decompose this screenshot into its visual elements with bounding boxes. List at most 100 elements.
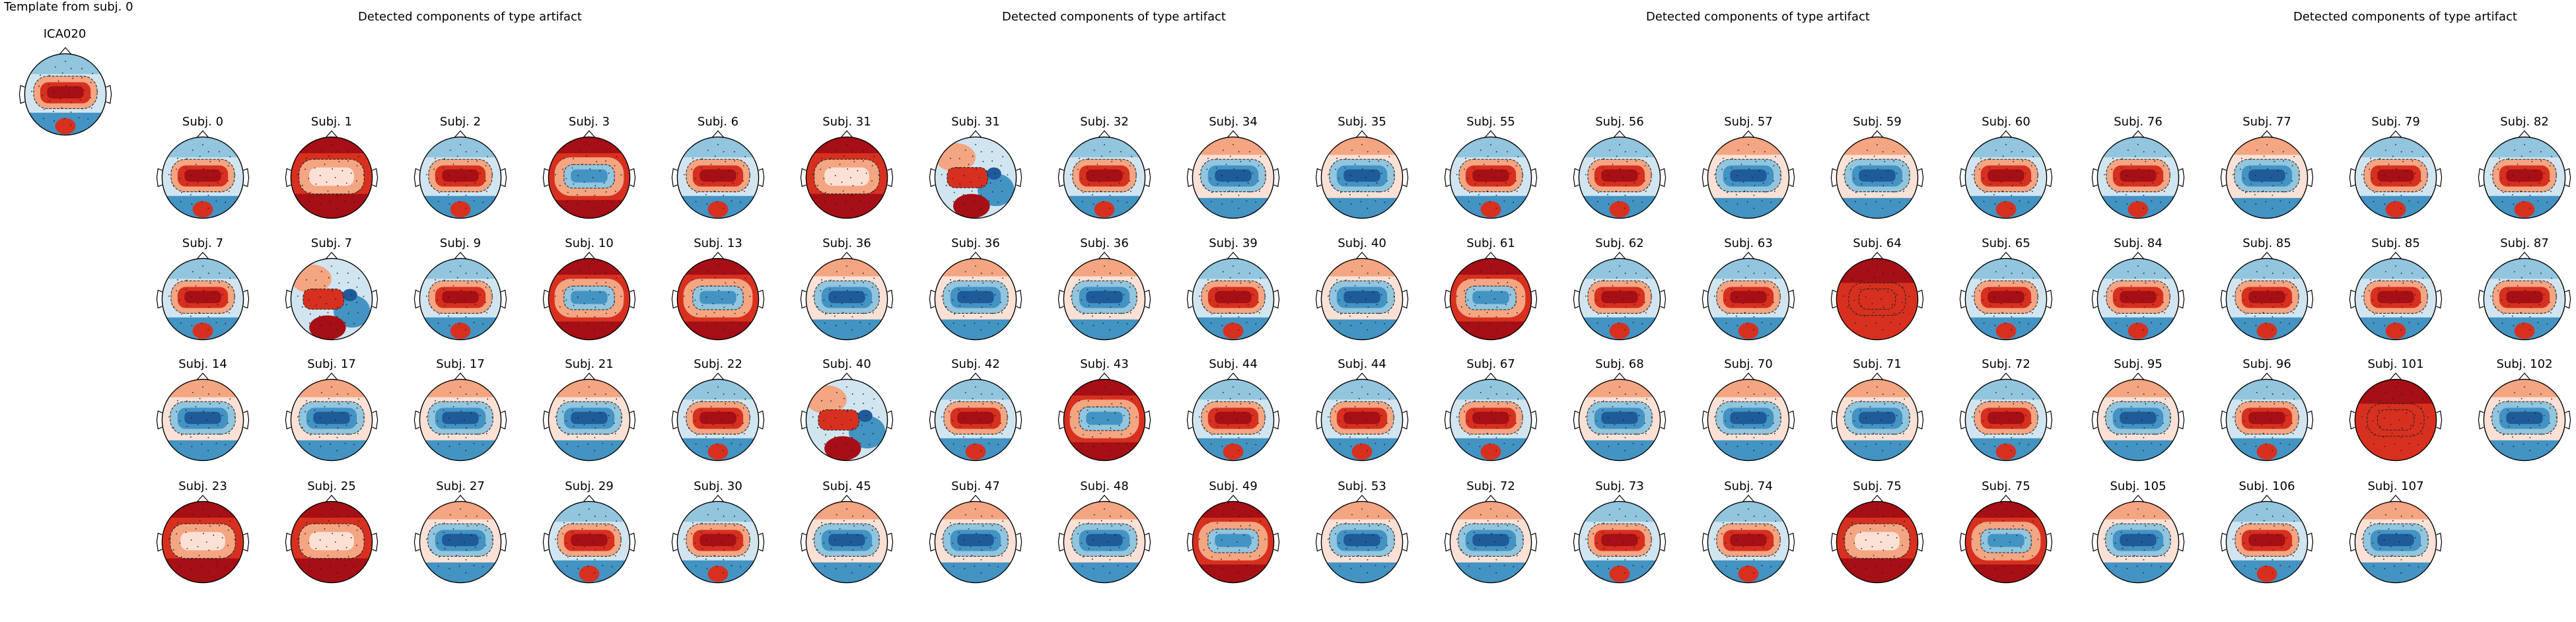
- subject-label: Subj. 40: [822, 357, 871, 371]
- head-outline: [1192, 258, 1275, 341]
- topomap-svg: [1573, 495, 1666, 584]
- nose-icon: [583, 252, 596, 259]
- head-outline: [2096, 136, 2180, 219]
- component-topomap: [2087, 246, 2189, 350]
- nose-icon: [2260, 495, 2273, 502]
- ear-icon: [156, 410, 162, 430]
- ear-icon: [1789, 410, 1795, 430]
- component-topomap: [410, 366, 511, 471]
- ear-icon: [1273, 410, 1280, 430]
- topomap-svg: [929, 252, 1022, 341]
- ear-icon: [1701, 289, 1708, 309]
- head-outline: [2225, 136, 2308, 219]
- component-topomap: [1955, 366, 2057, 471]
- subject-label: Subj. 31: [951, 115, 1000, 129]
- ear-icon: [2091, 289, 2098, 309]
- component-topomap: [796, 124, 898, 228]
- component-topomap: [1826, 246, 1928, 350]
- head-outline: [419, 378, 502, 462]
- panel-title: Detected components of type artifact: [1002, 10, 1226, 24]
- component-topomap: [1826, 366, 1928, 471]
- head-outline: [1320, 501, 1404, 584]
- topomap-svg: [156, 495, 250, 584]
- subject-label: Subj. 44: [1338, 357, 1386, 371]
- component-topomap: [2087, 124, 2189, 228]
- nose-icon: [1484, 495, 1497, 502]
- topomap-svg: [2478, 130, 2571, 219]
- topomap-svg: [1444, 252, 1538, 341]
- ear-icon: [1573, 168, 1579, 188]
- topomap-svg: [1959, 372, 2053, 462]
- subject-label: Subj. 7: [310, 236, 353, 250]
- subject-label: Subj. 79: [2371, 115, 2420, 129]
- nose-icon: [2389, 130, 2402, 138]
- nose-icon: [1355, 130, 1369, 138]
- head-outline: [805, 136, 888, 219]
- head-outline: [1707, 378, 1790, 462]
- head-outline: [1192, 136, 1275, 219]
- nose-icon: [196, 252, 209, 259]
- ear-icon: [1660, 168, 1666, 188]
- head-outline: [934, 501, 1017, 584]
- ear-icon: [1315, 289, 1322, 309]
- ear-icon: [2436, 289, 2443, 309]
- ear-icon: [629, 289, 636, 309]
- component-topomap: [1955, 124, 2057, 228]
- ear-icon: [2349, 168, 2355, 188]
- subject-label: Subj. 95: [2114, 357, 2163, 371]
- component-topomap: [410, 489, 511, 593]
- topomap-svg: [1186, 495, 1280, 584]
- ear-icon: [2565, 168, 2571, 188]
- component-topomap: [1955, 489, 2057, 593]
- nose-icon: [196, 130, 209, 138]
- component-topomap: [667, 246, 769, 350]
- subject-label: Subj. 101: [2367, 357, 2424, 371]
- topomap-svg: [285, 495, 378, 584]
- nose-icon: [196, 372, 209, 380]
- ear-icon: [2220, 532, 2227, 552]
- topomap-svg: [1315, 372, 1409, 462]
- topomap-svg: [1573, 252, 1666, 341]
- head-outline: [2483, 136, 2566, 219]
- subject-label: Subj. 65: [1982, 236, 2030, 250]
- nose-icon: [840, 130, 853, 138]
- subject-label: Subj. 36: [951, 236, 1000, 250]
- subject-label: Subj. 53: [1338, 479, 1386, 493]
- subject-label: Subj. 32: [1080, 115, 1129, 129]
- ear-icon: [243, 532, 250, 552]
- subject-label: Subj. 87: [2500, 236, 2549, 250]
- component-topomap: [281, 366, 382, 471]
- nose-icon: [2389, 252, 2402, 259]
- component-topomap: [1054, 124, 1155, 228]
- subject-label: Subj. 72: [1982, 357, 2030, 371]
- ear-icon: [1444, 410, 1450, 430]
- ear-icon: [501, 168, 507, 188]
- subject-label: Subj. 64: [1853, 236, 1902, 250]
- ear-icon: [1016, 532, 1022, 552]
- head-outline: [1449, 378, 1532, 462]
- component-topomap: [2216, 489, 2318, 593]
- subject-label: Subj. 102: [2496, 357, 2553, 371]
- ear-icon: [2436, 532, 2443, 552]
- topomap-svg: [2091, 495, 2185, 584]
- head-outline: [1578, 501, 1661, 584]
- component-topomap: [1698, 489, 1799, 593]
- subject-label: Subj. 60: [1982, 115, 2030, 129]
- head-outline: [2354, 378, 2437, 462]
- head-outline: [290, 378, 373, 462]
- nose-icon: [2260, 372, 2273, 380]
- nose-icon: [969, 372, 982, 380]
- ear-icon: [2349, 289, 2355, 309]
- panel-title: Detected components of type artifact: [1646, 10, 1870, 24]
- subject-label: Subj. 56: [1595, 115, 1644, 129]
- topomap-svg: [285, 372, 378, 462]
- ear-icon: [1402, 289, 1409, 309]
- component-topomap: [2345, 489, 2447, 593]
- component-topomap: [410, 124, 511, 228]
- subject-label: Subj. 17: [307, 357, 356, 371]
- subject-label: Subj. 106: [2238, 479, 2295, 493]
- ear-icon: [1531, 532, 1538, 552]
- ear-icon: [2046, 410, 2053, 430]
- subject-label: Subj. 55: [1466, 115, 1515, 129]
- component-topomap: [796, 366, 898, 471]
